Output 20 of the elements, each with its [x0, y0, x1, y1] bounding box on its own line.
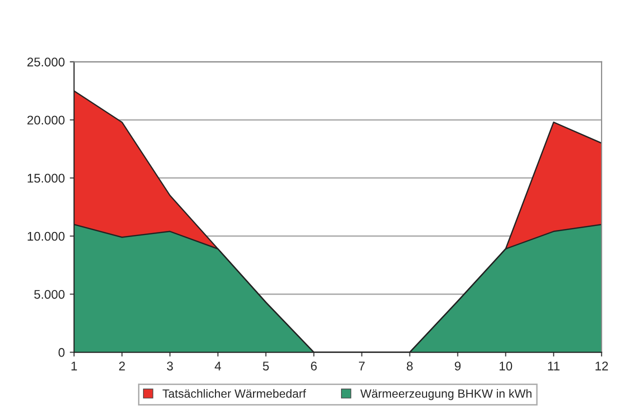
x-tick-label: 11: [548, 362, 560, 370]
y-tick-label: 5.000: [34, 290, 65, 299]
x-tick-label: 10: [500, 362, 512, 370]
x-tick-label: 12: [596, 362, 608, 370]
x-tick-label: 4: [214, 362, 222, 370]
x-tick-label: 5: [262, 362, 269, 370]
y-tick-label: 10.000: [28, 232, 65, 241]
x-tick-label: 6: [310, 362, 317, 370]
legend-label: Tatsächlicher Wärmebedarf: [162, 389, 306, 398]
y-tick-label: 20.000: [27, 116, 65, 125]
x-tick-label: 3: [166, 362, 173, 370]
x-tick-label: 7: [358, 362, 365, 370]
x-tick-label: 9: [454, 362, 461, 370]
x-tick-label: 2: [119, 362, 125, 370]
y-tick-label: 0: [58, 348, 65, 357]
y-tick-label: 25.000: [27, 58, 65, 66]
legend-label: Wärmeerzeugung BHKW in kWh: [360, 389, 532, 400]
x-tick-label: 8: [406, 362, 413, 370]
y-tick-label: 15.000: [28, 174, 65, 183]
x-tick-label: 1: [72, 362, 77, 370]
